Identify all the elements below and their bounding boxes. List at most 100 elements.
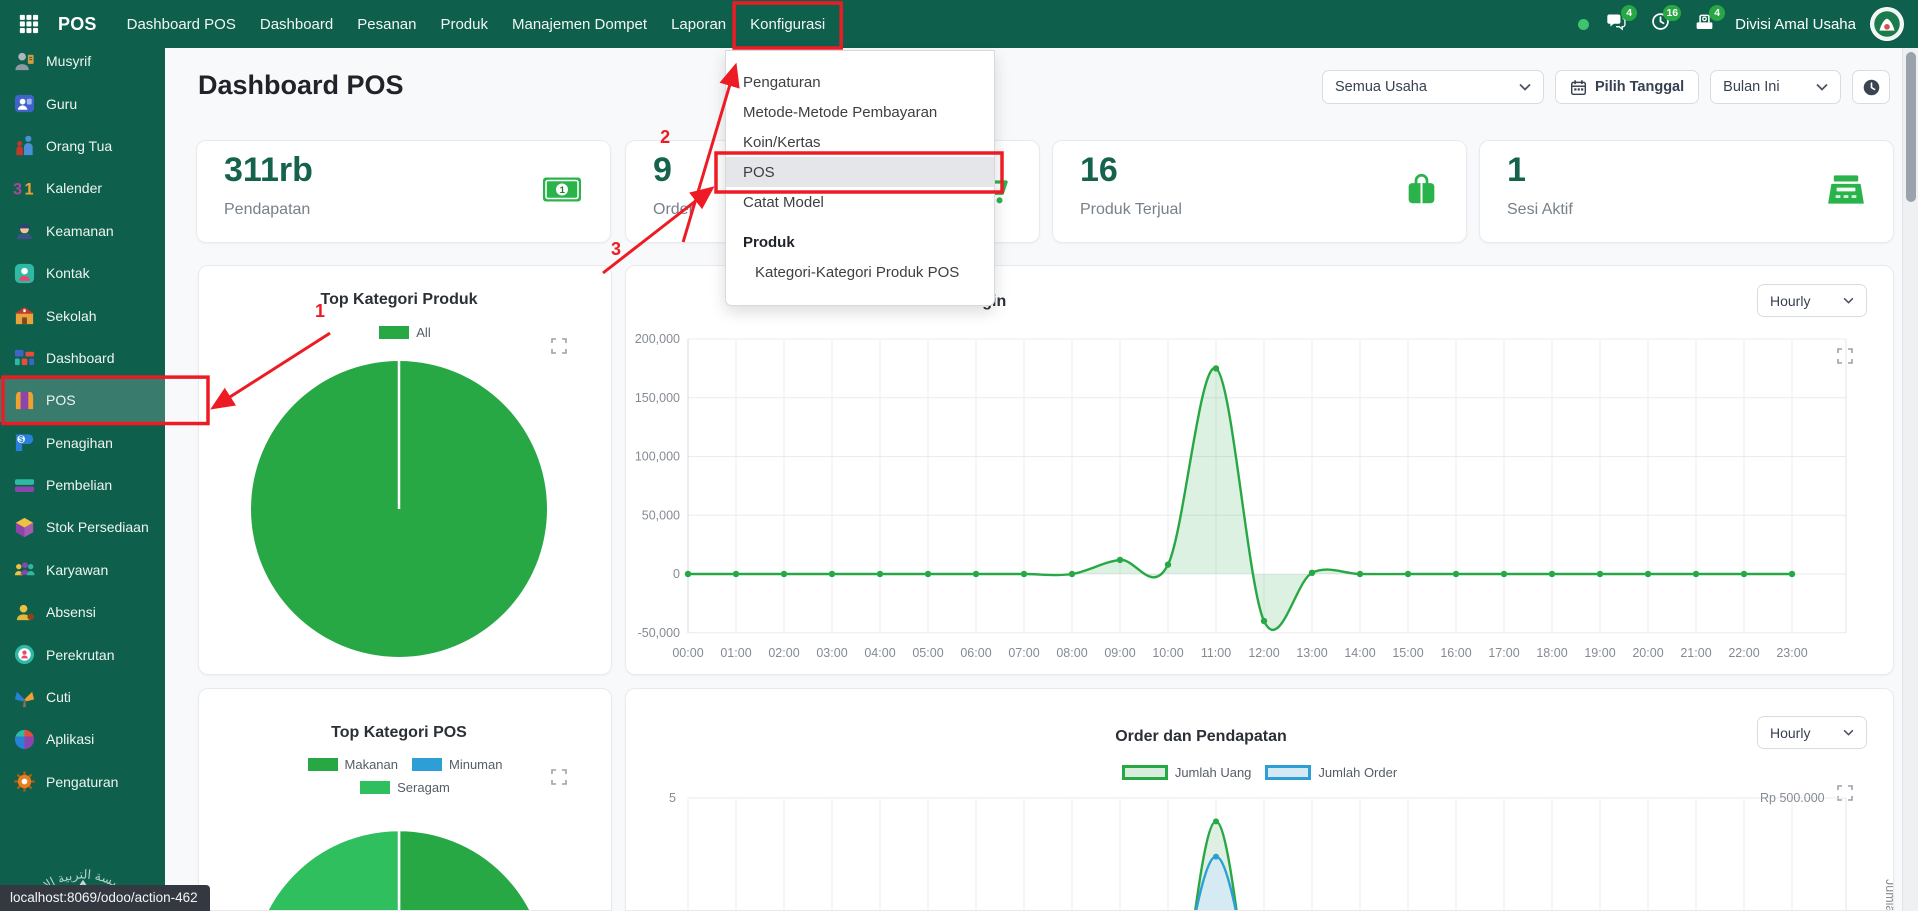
top-navbar: POS Dashboard POSDashboardPesananProdukM… [0, 0, 1918, 48]
sidebar-item-absensi[interactable]: Absensi [0, 591, 165, 633]
activity-clock-button[interactable]: 16 [1647, 11, 1673, 37]
svg-text:13:00: 13:00 [1296, 646, 1327, 660]
sidebar-item-kalender[interactable]: 31Kalender [0, 167, 165, 209]
sidebar-item-guru[interactable]: Guru [0, 82, 165, 124]
svg-text:08:00: 08:00 [1056, 646, 1087, 660]
menu-item-pengaturan[interactable]: Pengaturan [726, 67, 994, 97]
sidebar-item-kontak[interactable]: Kontak [0, 252, 165, 294]
sekolah-icon [13, 304, 36, 327]
svg-text:22:00: 22:00 [1728, 646, 1759, 660]
app-title: POS [50, 14, 111, 35]
menu-item-metode-metode-pembayaran[interactable]: Metode-Metode Pembayaran [726, 97, 994, 127]
nav-item-konfigurasi[interactable]: Konfigurasi [738, 2, 837, 47]
apps-grid-icon[interactable] [12, 7, 46, 41]
banknote-icon: 1 [542, 176, 582, 207]
sidebar-item-label: Keamanan [46, 223, 114, 239]
svg-text:Rp 500.000: Rp 500.000 [1760, 791, 1825, 805]
kalender-icon: 31 [13, 177, 36, 200]
scrollbar-thumb[interactable] [1906, 52, 1916, 202]
filter-bar: Semua Usaha Pilih Tanggal Bulan Ini [1322, 70, 1890, 104]
order-pendapatan-card: Order dan Pendapatan Hourly Jumlah UangJ… [625, 688, 1894, 911]
svg-text:19:00: 19:00 [1584, 646, 1615, 660]
menu-item-pos[interactable]: POS [726, 157, 994, 187]
guru-icon [13, 92, 36, 115]
kontak-icon [13, 262, 36, 285]
sidebar-item-label: Cuti [46, 689, 71, 705]
sidebar-item-cuti[interactable]: Cuti [0, 676, 165, 718]
sidebar-item-karyawan[interactable]: Karyawan [0, 549, 165, 591]
clock-icon [1862, 78, 1881, 97]
sidebar-item-aplikasi[interactable]: Aplikasi [0, 718, 165, 760]
cash-button[interactable]: 4 [1691, 11, 1717, 37]
sidebar-item-pos[interactable]: POS [0, 379, 165, 421]
dual-line-chart[interactable]: 5Rp 500.000Jumlah OrderJumlah Uang [626, 689, 1894, 911]
pick-date-button[interactable]: Pilih Tanggal [1555, 70, 1699, 104]
sidebar-item-pengaturan[interactable]: Pengaturan [0, 761, 165, 803]
nav-item-dashboard-pos[interactable]: Dashboard POS [115, 2, 248, 47]
svg-text:21:00: 21:00 [1680, 646, 1711, 660]
konfigurasi-dropdown: PengaturanMetode-Metode PembayaranKoin/K… [725, 50, 995, 306]
nav-item-laporan[interactable]: Laporan [659, 2, 738, 47]
menu-item-produk: Produk [726, 227, 994, 257]
pie-chart[interactable] [199, 689, 612, 911]
svg-text:1: 1 [560, 185, 566, 196]
kpi-value: 1 [1507, 151, 1526, 190]
sidebar-item-penagihan[interactable]: $ Penagihan [0, 422, 165, 464]
keamanan-icon [13, 219, 36, 242]
sidebar-item-pembelian[interactable]: Pembelian [0, 464, 165, 506]
nav-item-pesanan[interactable]: Pesanan [345, 2, 428, 47]
pick-date-label: Pilih Tanggal [1595, 79, 1684, 95]
sidebar-item-keamanan[interactable]: Keamanan [0, 210, 165, 252]
sidebar-item-orang-tua[interactable]: Orang Tua [0, 125, 165, 167]
sidebar-item-label: Penagihan [46, 435, 113, 451]
nav-item-manajemen-dompet[interactable]: Manajemen Dompet [500, 2, 659, 47]
bag-icon [1405, 173, 1438, 211]
sidebar-item-label: Dashboard [46, 350, 115, 366]
vertical-scrollbar[interactable] [1902, 48, 1918, 911]
svg-text:14:00: 14:00 [1344, 646, 1375, 660]
svg-text:$: $ [19, 435, 24, 444]
menu-item-catat-model[interactable]: Catat Model [726, 187, 994, 217]
svg-text:09:00: 09:00 [1104, 646, 1135, 660]
sidebar-item-label: Pembelian [46, 477, 112, 493]
history-button[interactable] [1852, 70, 1890, 104]
svg-text:04:00: 04:00 [864, 646, 895, 660]
chat-button[interactable]: 4 [1603, 11, 1629, 37]
svg-text:20:00: 20:00 [1632, 646, 1663, 660]
menu-item-kategori-kategori-produk-pos[interactable]: Kategori-Kategori Produk POS [726, 257, 994, 287]
sidebar-item-sekolah[interactable]: Sekolah [0, 294, 165, 336]
kpi-label: Sesi Aktif [1507, 201, 1573, 219]
musyrif-icon [13, 50, 36, 73]
pembelian-icon [13, 474, 36, 497]
nav-item-produk[interactable]: Produk [428, 2, 500, 47]
nav-item-dashboard[interactable]: Dashboard [248, 2, 345, 47]
pie-chart[interactable] [199, 266, 612, 675]
menu-item-koin-kertas[interactable]: Koin/Kertas [726, 127, 994, 157]
sidebar-item-label: Absensi [46, 604, 96, 620]
svg-text:18:00: 18:00 [1536, 646, 1567, 660]
svg-text:17:00: 17:00 [1488, 646, 1519, 660]
svg-text:16:00: 16:00 [1440, 646, 1471, 660]
sidebar-item-label: Guru [46, 96, 77, 112]
business-select[interactable]: Semua Usaha [1322, 70, 1544, 104]
sidebar-item-stok-persediaan[interactable]: Stok Persediaan [0, 506, 165, 548]
kpi-value: 16 [1080, 151, 1118, 190]
status-url: localhost:8069/odoo/action-462 [0, 885, 210, 911]
sidebar-item-dashboard[interactable]: Dashboard [0, 337, 165, 379]
sidebar-item-label: Musyrif [46, 53, 91, 69]
top-kategori-produk-card: Top Kategori Produk All [198, 265, 612, 675]
avatar[interactable] [1870, 7, 1904, 41]
company-logo-icon [1870, 7, 1904, 41]
company-switcher[interactable]: Divisi Amal Usaha [1735, 16, 1856, 33]
margin-card: Margin Hourly 200,000150,000100,00050,00… [625, 265, 1894, 675]
kpi-card-pendapatan: 311rbPendapatan1 [196, 140, 611, 243]
sidebar-item-label: Sekolah [46, 308, 97, 324]
period-select[interactable]: Bulan Ini [1710, 70, 1841, 104]
penagihan-icon: $ [13, 431, 36, 454]
sidebar-item-label: Karyawan [46, 562, 108, 578]
line-chart[interactable]: 200,000150,000100,00050,0000-50,00000:00… [626, 266, 1894, 675]
pengaturan-icon [13, 770, 36, 793]
sidebar-item-perekrutan[interactable]: Perekrutan [0, 633, 165, 675]
kpi-label: Order [653, 201, 694, 219]
karyawan-icon [13, 558, 36, 581]
